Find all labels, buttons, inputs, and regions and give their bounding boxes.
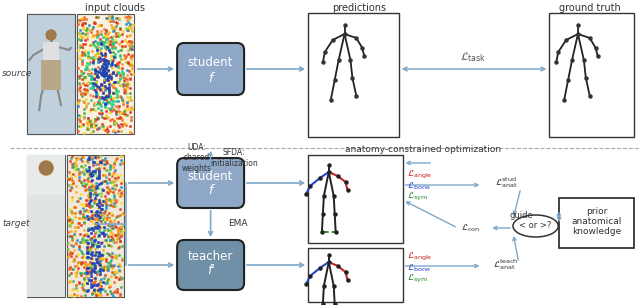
- Text: f: f: [209, 184, 212, 196]
- Bar: [28, 14, 75, 134]
- Text: $\mathcal{L}_\mathrm{anat}^\mathrm{teach}$: $\mathcal{L}_\mathrm{anat}^\mathrm{teach…: [493, 257, 519, 272]
- Text: ground truth: ground truth: [559, 3, 621, 13]
- Text: student: student: [188, 56, 234, 70]
- Text: SFDA:
initialization: SFDA: initialization: [211, 148, 258, 168]
- Text: guide: guide: [510, 210, 534, 220]
- Circle shape: [46, 30, 56, 40]
- Bar: [308, 13, 399, 137]
- Text: $\mathcal{L}_\mathrm{angle}$: $\mathcal{L}_\mathrm{angle}$: [406, 251, 432, 263]
- Text: input clouds: input clouds: [85, 3, 145, 13]
- Text: source: source: [1, 70, 32, 78]
- Bar: [28, 155, 65, 297]
- Bar: [77, 14, 134, 134]
- Text: anatomical: anatomical: [572, 217, 622, 225]
- Bar: [559, 198, 634, 248]
- Text: anatomy-constrained optimization: anatomy-constrained optimization: [345, 145, 501, 155]
- Text: knowledge: knowledge: [572, 227, 621, 235]
- Text: $\mathcal{L}_\mathrm{anat}^\mathrm{stud}$: $\mathcal{L}_\mathrm{anat}^\mathrm{stud}…: [495, 176, 517, 190]
- Text: < or >?: < or >?: [520, 221, 552, 231]
- Bar: [43, 42, 59, 60]
- Text: target: target: [3, 220, 30, 228]
- FancyBboxPatch shape: [177, 43, 244, 95]
- Bar: [28, 195, 65, 297]
- Bar: [67, 155, 124, 297]
- Text: student: student: [188, 170, 234, 182]
- Text: teacher: teacher: [188, 250, 234, 264]
- Text: f: f: [209, 71, 212, 84]
- Text: $\mathcal{L}_\mathrm{task}$: $\mathcal{L}_\mathrm{task}$: [460, 50, 486, 64]
- Bar: [41, 60, 61, 90]
- Bar: [308, 155, 403, 243]
- FancyBboxPatch shape: [177, 240, 244, 290]
- FancyBboxPatch shape: [177, 158, 244, 208]
- Bar: [28, 14, 75, 134]
- Text: $\mathcal{L}_\mathrm{bone}$: $\mathcal{L}_\mathrm{bone}$: [406, 262, 430, 274]
- Text: UDA:
shared
weights: UDA: shared weights: [182, 143, 212, 173]
- Text: $\mathcal{L}_\mathrm{sym}$: $\mathcal{L}_\mathrm{sym}$: [406, 273, 428, 285]
- Text: $\mathcal{L}_\mathrm{con}$: $\mathcal{L}_\mathrm{con}$: [461, 222, 480, 234]
- Bar: [28, 155, 65, 195]
- Text: $\mathcal{L}_\mathrm{angle}$: $\mathcal{L}_\mathrm{angle}$: [406, 169, 432, 181]
- Bar: [308, 248, 403, 302]
- Text: prior: prior: [586, 206, 607, 216]
- Text: predictions: predictions: [332, 3, 387, 13]
- Bar: [549, 13, 634, 137]
- Text: $\mathcal{L}_\mathrm{bone}$: $\mathcal{L}_\mathrm{bone}$: [406, 180, 430, 192]
- Text: $\mathcal{L}_\mathrm{sym}$: $\mathcal{L}_\mathrm{sym}$: [406, 191, 428, 203]
- Text: EMA: EMA: [228, 220, 248, 228]
- Ellipse shape: [513, 215, 558, 237]
- Text: f': f': [207, 264, 214, 278]
- Circle shape: [39, 161, 53, 175]
